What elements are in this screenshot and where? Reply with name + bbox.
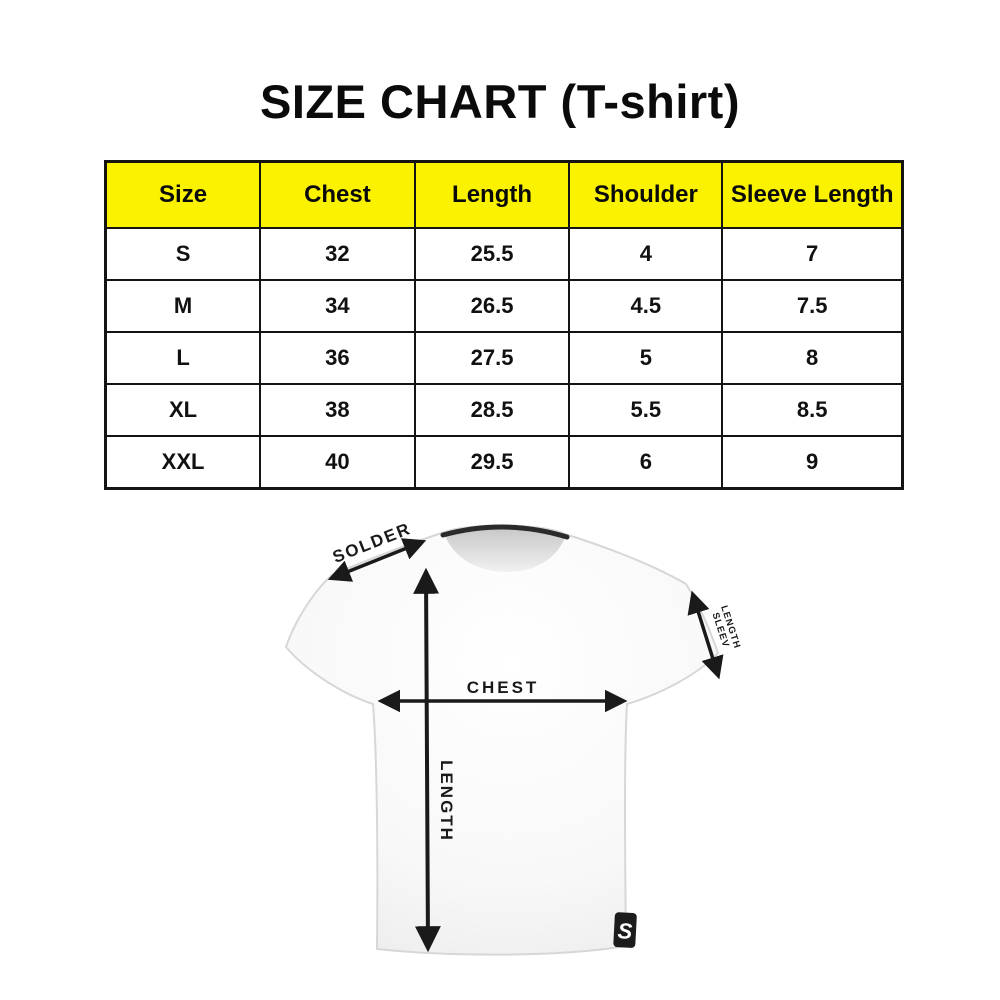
cell-shoulder: 6 [568,435,724,490]
neckline-shading [445,529,565,573]
size-chart-table: Size Chest Length Shoulder Sleeve Length… [104,160,904,490]
cell-sleeve-length: 9 [721,435,904,490]
collar-line [440,524,570,540]
cell-size: XL [104,383,262,437]
tshirt-measurement-diagram: SOLDER LENGTH CHEST SLEEV LENGTH S [284,519,743,956]
column-header-length: Length [413,160,571,229]
length-label: LENGTH [437,760,456,842]
chest-label: CHEST [467,678,540,697]
column-header-size: Size [104,160,262,229]
sleeve-length-arrow [687,590,724,680]
tshirt-body [284,524,720,956]
cell-chest: 38 [259,383,416,437]
cell-chest: 40 [259,435,416,490]
cell-size: M [104,279,262,333]
table-row-xl: XL 38 28.5 5.5 8.5 [104,383,904,437]
table-row-l: L 36 27.5 5 8 [104,331,904,385]
cell-length: 25.5 [413,227,571,281]
brand-logo-tag: S [613,912,637,948]
cell-chest: 34 [259,279,416,333]
cell-shoulder: 5 [568,331,724,385]
cell-shoulder: 5.5 [568,383,724,437]
size-chart-table-container: Size Chest Length Shoulder Sleeve Length… [104,160,904,490]
table-row-m: M 34 26.5 4.5 7.5 [104,279,904,333]
column-header-sleeve-length: Sleeve Length [721,160,904,229]
shoulder-arrow [327,538,427,582]
header-row: Size Chest Length Shoulder Sleeve Length [104,160,904,229]
column-header-shoulder: Shoulder [568,160,724,229]
cell-length: 28.5 [413,383,571,437]
cell-sleeve-length: 8 [721,331,904,385]
cell-length: 27.5 [413,331,571,385]
cell-shoulder: 4.5 [568,279,724,333]
cell-sleeve-length: 7 [721,227,904,281]
length-arrow [413,567,441,953]
cell-size: L [104,331,262,385]
cell-sleeve-length: 8.5 [721,383,904,437]
cell-size: S [104,227,262,281]
brand-logo-letter: S [617,918,633,944]
cell-length: 29.5 [413,435,571,490]
cell-chest: 32 [259,227,416,281]
cell-shoulder: 4 [568,227,724,281]
page-title: SIZE CHART (T-shirt) [260,75,740,128]
cell-sleeve-length: 7.5 [721,279,904,333]
cell-chest: 36 [259,331,416,385]
table-row-xxl: XXL 40 29.5 6 9 [104,435,904,490]
table-row-s: S 32 25.5 4 7 [104,227,904,281]
cell-length: 26.5 [413,279,571,333]
cell-size: XXL [104,435,262,490]
column-header-chest: Chest [259,160,416,229]
